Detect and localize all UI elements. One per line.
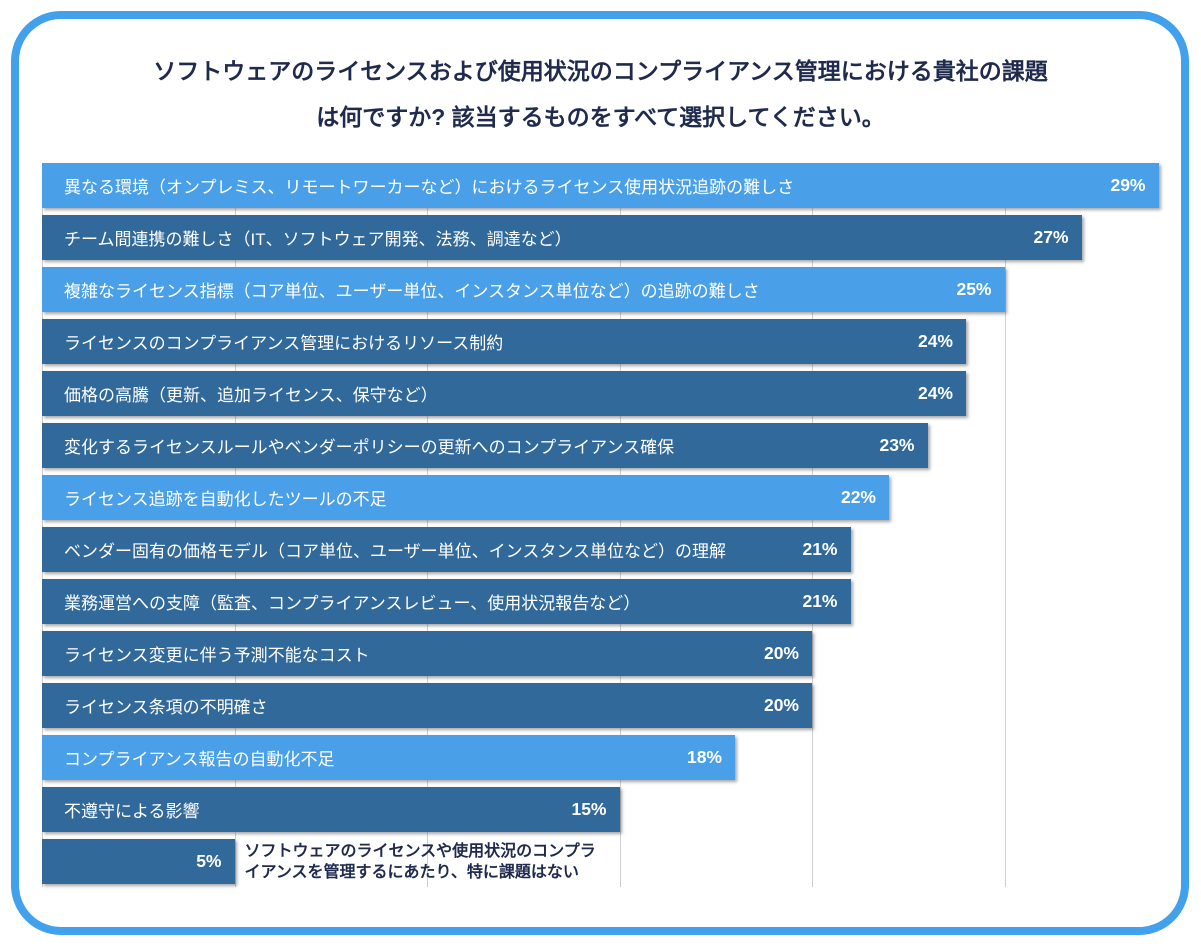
bar-label: 異なる環境（オンプレミス、リモートワーカーなど）におけるライセンス使用状況追跡の… [64, 178, 795, 197]
bar-row-9: 業務運営への支障（監査、コンプライアンスレビュー、使用状況報告など） 21% [42, 579, 1167, 624]
bar-value-label: 18% [686, 747, 722, 767]
bar-chart: 異なる環境（オンプレミス、リモートワーカーなど）におけるライセンス使用状況追跡の… [42, 163, 1167, 891]
bar-row-7: ライセンス追跡を自動化したツールの不足 22% [42, 475, 1167, 520]
bar-value-label: 22% [840, 487, 876, 507]
gridline-15-percent [619, 163, 621, 887]
bar-label: 複雑なライセンス指標（コア単位、ユーザー単位、インスタンス単位など）の追跡の難し… [64, 282, 760, 301]
gridline-10-percent [427, 163, 428, 887]
bar-segment-6: 変化するライセンスルールやベンダーポリシーの更新へのコンプライアンス確保 23% [42, 423, 928, 468]
bar-row-8: ベンダー固有の価格モデル（コア単位、ユーザー単位、インスタンス単位など）の理解 2… [42, 527, 1167, 572]
bar-segment-1: 異なる環境（オンプレミス、リモートワーカーなど）におけるライセンス使用状況追跡の… [42, 163, 1159, 208]
bar-value-label: 20% [763, 643, 799, 663]
bar-label: ライセンスのコンプライアンス管理におけるリソース制約 [64, 334, 504, 353]
bar-segment-11: ライセンス条項の不明確さ 20% [42, 683, 812, 728]
bar-label: ライセンス条項の不明確さ [64, 698, 268, 717]
bar-row-3: 複雑なライセンス指標（コア単位、ユーザー単位、インスタンス単位など）の追跡の難し… [42, 267, 1167, 312]
bar-label: 変化するライセンスルールやベンダーポリシーの更新へのコンプライアンス確保 [64, 438, 675, 457]
bar-value-label: 5% [196, 851, 222, 871]
bar-segment-13: 不遵守による影響 15% [42, 787, 620, 832]
bar-label: チーム間連携の難しさ（IT、ソフトウェア開発、法務、調達など） [64, 230, 572, 249]
chart-title-line-1: ソフトウェアのライセンスおよび使用状況のコンプライアンス管理における貴社の課題 [153, 58, 1048, 84]
bar-value-label: 29% [1110, 175, 1146, 195]
bar-row-4: ライセンスのコンプライアンス管理におけるリソース制約 24% [42, 319, 1167, 364]
bar-value-label: 24% [917, 383, 953, 403]
bar-label: コンプライアンス報告の自動化不足 [64, 750, 335, 769]
bar-value-label: 21% [802, 539, 838, 559]
bar-row-10: ライセンス変更に伴う予測不能なコスト 20% [42, 631, 1167, 676]
bar-segment-4: ライセンスのコンプライアンス管理におけるリソース制約 24% [42, 319, 966, 364]
bar-row-1: 異なる環境（オンプレミス、リモートワーカーなど）におけるライセンス使用状況追跡の… [42, 163, 1167, 208]
bar-segment-8: ベンダー固有の価格モデル（コア単位、ユーザー単位、インスタンス単位など）の理解 2… [42, 527, 851, 572]
bar-segment-3: 複雑なライセンス指標（コア単位、ユーザー単位、インスタンス単位など）の追跡の難し… [42, 267, 1005, 312]
bar-outside-label: ソフトウェアのライセンスや使用状況のコンプライアンスを管理するにあたり、特に課題… [244, 842, 596, 881]
bar-row-14: 5% ソフトウェアのライセンスや使用状況のコンプライアンスを管理するにあたり、特に… [42, 839, 1167, 884]
bar-row-6: 変化するライセンスルールやベンダーポリシーの更新へのコンプライアンス確保 23% [42, 423, 1167, 468]
bar-value-label: 15% [571, 799, 607, 819]
gridline-5-percent [234, 163, 236, 887]
bar-label: ライセンス追跡を自動化したツールの不足 [64, 490, 387, 509]
bar-value-label: 23% [879, 435, 915, 455]
bar-label: 業務運営への支障（監査、コンプライアンスレビュー、使用状況報告など） [64, 594, 641, 613]
bar-row-11: ライセンス条項の不明確さ 20% [42, 683, 1167, 728]
bar-segment-5: 価格の高騰（更新、追加ライセンス、保守など） 24% [42, 371, 966, 416]
bar-label: 不遵守による影響 [64, 802, 200, 821]
bar-segment-10: ライセンス変更に伴う予測不能なコスト 20% [42, 631, 812, 676]
gridline-25-percent [1004, 163, 1006, 887]
bar-value-label: 24% [917, 331, 953, 351]
bar-row-12: コンプライアンス報告の自動化不足 18% [42, 735, 1167, 780]
bar-label: 価格の高騰（更新、追加ライセンス、保守など） [64, 386, 438, 405]
chart-title: ソフトウェアのライセンスおよび使用状況のコンプライアンス管理における貴社の課題 … [60, 48, 1141, 140]
bar-label: ライセンス変更に伴う予測不能なコスト [64, 646, 370, 665]
gridline-20-percent [812, 163, 813, 887]
bar-segment-14: 5% [42, 839, 235, 884]
bar-value-label: 20% [763, 695, 799, 715]
bar-segment-12: コンプライアンス報告の自動化不足 18% [42, 735, 735, 780]
bar-row-5: 価格の高騰（更新、追加ライセンス、保守など） 24% [42, 371, 1167, 416]
gridline-0-percent [42, 163, 43, 887]
bar-row-2: チーム間連携の難しさ（IT、ソフトウェア開発、法務、調達など） 27% [42, 215, 1167, 260]
bar-value-label: 21% [802, 591, 838, 611]
bar-value-label: 25% [956, 279, 992, 299]
bar-segment-7: ライセンス追跡を自動化したツールの不足 22% [42, 475, 889, 520]
bar-value-label: 27% [1033, 227, 1069, 247]
bar-segment-2: チーム間連携の難しさ（IT、ソフトウェア開発、法務、調達など） 27% [42, 215, 1082, 260]
bar-label: ベンダー固有の価格モデル（コア単位、ユーザー単位、インスタンス単位など）の理解 [64, 542, 726, 561]
chart-title-line-2: は何ですか? 該当するものをすべて選択してください。 [316, 104, 885, 130]
bars-layer: 異なる環境（オンプレミス、リモートワーカーなど）におけるライセンス使用状況追跡の… [42, 163, 1167, 884]
bar-row-13: 不遵守による影響 15% [42, 787, 1167, 832]
bar-segment-9: 業務運営への支障（監査、コンプライアンスレビュー、使用状況報告など） 21% [42, 579, 851, 624]
